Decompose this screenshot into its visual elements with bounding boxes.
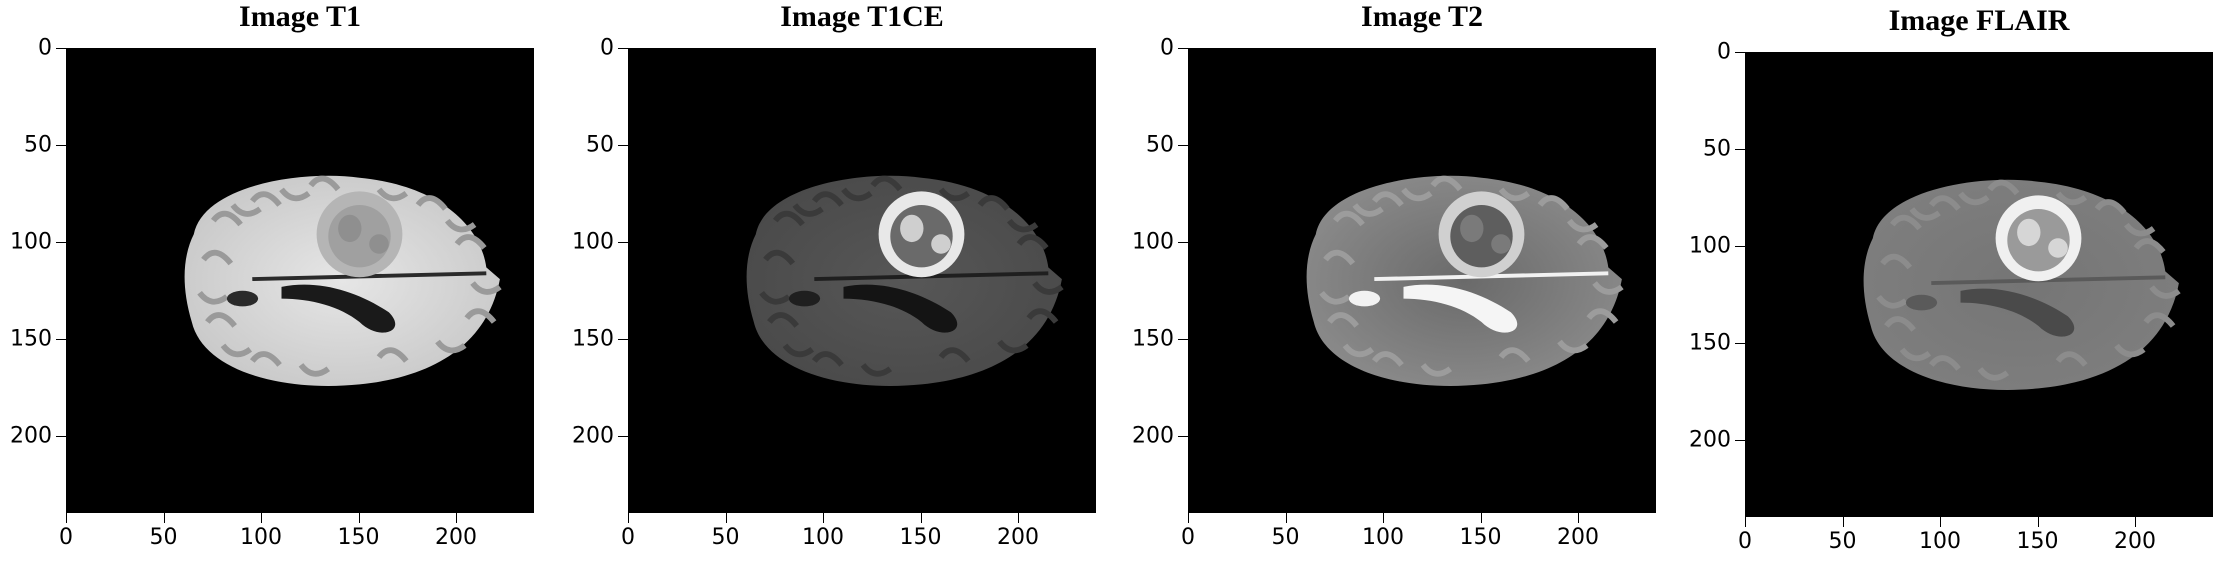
panel-title: Image T1 [239, 0, 361, 33]
y-tick-label: 150 [1132, 326, 1174, 352]
y-tick [618, 144, 628, 146]
x-tick-label: 200 [997, 525, 1039, 550]
y-tick [56, 48, 66, 49]
y-tick-label: 0 [600, 35, 614, 61]
y-tick [1178, 144, 1188, 146]
x-tick-label: 150 [1459, 525, 1502, 550]
y-tick [1735, 52, 1745, 53]
x-tick [358, 513, 360, 523]
y-tick-label: 50 [586, 132, 614, 158]
x-tick [1188, 513, 1189, 523]
y-tick-label: 150 [572, 326, 614, 352]
brain-slice-3 [1863, 179, 2181, 390]
y-tick-label: 50 [1703, 136, 1731, 162]
x-tick-label: 100 [1362, 525, 1404, 550]
y-tick [1735, 245, 1745, 247]
x-tick [920, 513, 922, 523]
y-tick-label: 200 [1132, 423, 1174, 448]
x-tick [628, 513, 629, 523]
x-tick [1745, 517, 1746, 527]
y-tick-label: 200 [10, 423, 52, 448]
x-tick-label: 0 [59, 525, 73, 550]
x-tick [163, 513, 165, 523]
x-tick [2135, 517, 2136, 527]
y-tick-label: 200 [572, 423, 614, 448]
x-tick-label: 100 [240, 525, 282, 550]
y-tick [56, 435, 66, 437]
y-tick-label: 100 [1689, 233, 1731, 259]
y-tick-label: 50 [1146, 132, 1174, 158]
y-tick [618, 241, 628, 243]
y-tick [618, 338, 628, 340]
y-tick-label: 200 [1689, 427, 1731, 452]
y-tick-label: 150 [1689, 330, 1731, 356]
panel-title: Image T1CE [780, 0, 944, 33]
brain-slice-0 [184, 175, 502, 386]
x-tick [823, 513, 824, 523]
y-tick-label: 100 [572, 229, 614, 255]
x-tick [1480, 513, 1482, 523]
x-tick [1383, 513, 1384, 523]
x-tick-label: 100 [1919, 529, 1961, 554]
y-tick [1735, 342, 1745, 344]
x-tick-label: 200 [435, 525, 477, 550]
y-tick-label: 100 [10, 229, 52, 255]
x-tick-label: 50 [1828, 529, 1857, 554]
y-tick-label: 0 [1717, 39, 1731, 65]
y-tick-label: 50 [24, 132, 52, 158]
mri-image [1188, 48, 1656, 513]
mri-image [1745, 52, 2213, 517]
x-tick-label: 150 [2016, 529, 2059, 554]
y-tick [1735, 439, 1745, 441]
y-tick [1178, 241, 1188, 243]
x-tick [1842, 517, 1844, 527]
mri-image [66, 48, 534, 513]
x-tick-label: 50 [1271, 525, 1300, 550]
x-tick [456, 513, 457, 523]
y-tick [56, 241, 66, 243]
panel-title: Image FLAIR [1888, 4, 2070, 37]
y-tick-label: 0 [38, 35, 52, 61]
x-tick-label: 150 [337, 525, 380, 550]
brain-slice-1 [746, 175, 1064, 386]
y-tick [1178, 48, 1188, 49]
x-tick [1940, 517, 1941, 527]
y-tick-label: 150 [10, 326, 52, 352]
x-tick-label: 50 [149, 525, 178, 550]
y-tick [1735, 148, 1745, 150]
x-tick-label: 0 [621, 525, 635, 550]
x-tick [2037, 517, 2039, 527]
x-tick [66, 513, 67, 523]
x-tick-label: 150 [899, 525, 942, 550]
y-tick [1178, 435, 1188, 437]
panel-title: Image T2 [1361, 0, 1483, 33]
x-tick-label: 50 [711, 525, 740, 550]
y-tick [1178, 338, 1188, 340]
x-tick-label: 100 [802, 525, 844, 550]
x-tick [261, 513, 262, 523]
y-tick-label: 0 [1160, 35, 1174, 61]
x-tick [1578, 513, 1579, 523]
x-tick-label: 0 [1738, 529, 1752, 554]
y-tick-label: 100 [1132, 229, 1174, 255]
mri-image [628, 48, 1096, 513]
x-tick [1018, 513, 1019, 523]
y-tick [618, 48, 628, 49]
x-tick-label: 200 [1557, 525, 1599, 550]
x-tick-label: 200 [2114, 529, 2156, 554]
y-tick [56, 144, 66, 146]
brain-slice-2 [1306, 175, 1624, 386]
y-tick [56, 338, 66, 340]
x-tick [1285, 513, 1287, 523]
x-tick-label: 0 [1181, 525, 1195, 550]
y-tick [618, 435, 628, 437]
x-tick [725, 513, 727, 523]
